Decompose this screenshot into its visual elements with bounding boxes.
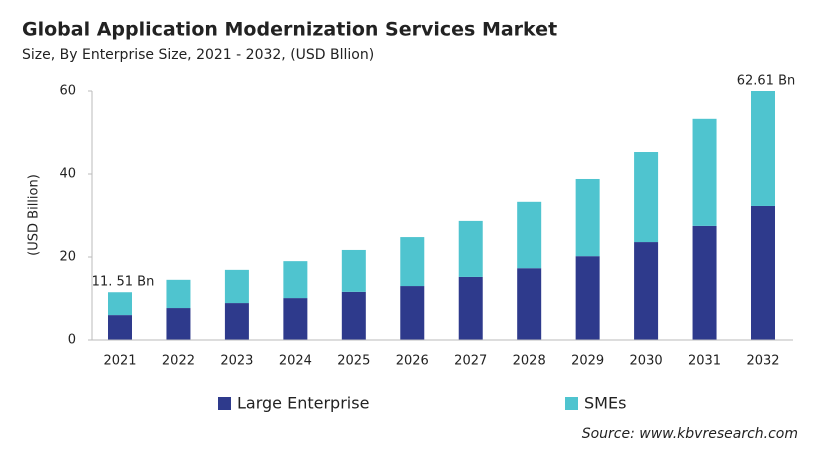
bar-segment: [400, 237, 425, 287]
legend-swatch: [218, 397, 231, 410]
bar-segment: [224, 269, 249, 304]
source: Source: www.kbvresearch.com: [582, 426, 798, 442]
bar-segment: [283, 298, 308, 340]
bar-segment: [224, 303, 249, 340]
bar-segment: [166, 308, 191, 340]
bar-segment: [751, 91, 775, 206]
bar-segment: [458, 276, 483, 340]
bar-segment: [166, 279, 191, 309]
bar-segment: [517, 201, 542, 269]
x-tick-label: 2026: [396, 354, 429, 369]
legend-swatch: [565, 397, 578, 410]
bar-segment: [692, 225, 717, 340]
bar-segment: [751, 205, 775, 340]
x-tick-label: 2023: [220, 354, 253, 369]
x-tick-label: 2025: [337, 354, 370, 369]
bar-segment: [517, 268, 542, 340]
legend-label: SMEs: [584, 394, 626, 413]
x-tick-label: 2030: [630, 354, 663, 369]
annotation: 11. 51 Bn: [92, 275, 155, 290]
legend-label: Large Enterprise: [237, 394, 369, 413]
y-tick-label: 0: [68, 333, 76, 348]
y-tick-label: 60: [59, 84, 76, 99]
x-tick-label: 2027: [454, 354, 487, 369]
annotation: 62.61 Bn: [737, 74, 796, 89]
x-tick-label: 2021: [103, 354, 136, 369]
y-tick-label: 40: [59, 167, 76, 182]
bar-segment: [108, 315, 132, 340]
bar-segment: [692, 118, 717, 226]
x-tick-label: 2031: [688, 354, 721, 369]
bar-segment: [283, 261, 308, 299]
bar-segment: [341, 291, 366, 340]
y-tick-label: 20: [59, 250, 76, 265]
y-axis-label: (USD Billion): [27, 174, 42, 256]
x-tick-label: 2032: [746, 354, 779, 369]
bar-segment: [634, 152, 659, 243]
bar-segment: [575, 178, 600, 257]
chart-title: Global Application Modernization Service…: [22, 19, 557, 41]
bar-segment: [108, 292, 132, 316]
chart-subtitle: Size, By Enterprise Size, 2021 - 2032, (…: [22, 47, 374, 63]
bar-segment: [575, 256, 600, 340]
bar-segment: [400, 286, 425, 340]
bar-segment: [634, 242, 659, 340]
x-tick-label: 2024: [279, 354, 312, 369]
plot-area: [108, 91, 775, 340]
x-tick-label: 2028: [513, 354, 546, 369]
x-tick-label: 2029: [571, 354, 604, 369]
bar-segment: [458, 220, 483, 277]
x-tick-label: 2022: [162, 354, 195, 369]
bar-segment: [341, 249, 366, 292]
